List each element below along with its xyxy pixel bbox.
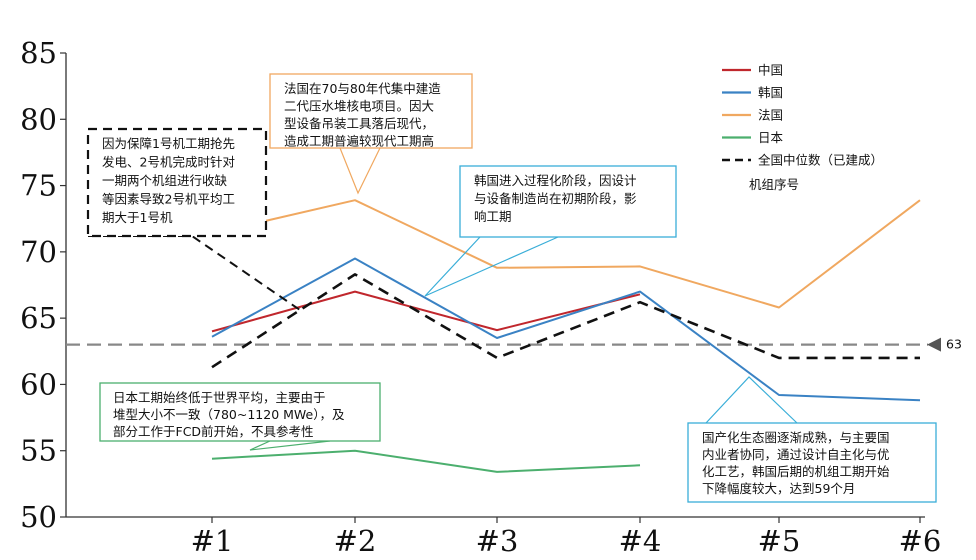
korea-note-2-line: 内业者协同，通过设计自主化与优 bbox=[702, 447, 890, 462]
series-line-2 bbox=[211, 199, 921, 309]
china-note: 因为保障1号机工期抢先发电、2号机完成时针对一期两个机组进行收缺等因素导致2号机… bbox=[86, 127, 301, 311]
china-note-line: 一期两个机组进行收缺 bbox=[102, 173, 228, 188]
korea-note-2-line: 化工艺，韩国后期的机组工期开始 bbox=[702, 464, 890, 479]
japan-note-line: 部分工作于FCD前开始，不具参考性 bbox=[113, 424, 314, 439]
reference-marker bbox=[927, 337, 941, 352]
korea-note-1-line: 韩国进入过程化阶段，因设计 bbox=[474, 173, 637, 188]
korea-note-1-box bbox=[459, 165, 677, 238]
y-tick-label: 75 bbox=[20, 169, 57, 203]
legend-label-3: 日本 bbox=[758, 130, 784, 145]
france-note-box bbox=[269, 73, 473, 149]
korea-note-2-box bbox=[687, 422, 937, 503]
x-tick-label: #2 bbox=[334, 524, 377, 558]
series-line-3 bbox=[211, 449, 641, 473]
legend-label-0: 中国 bbox=[758, 63, 783, 78]
korea-note-2-callout bbox=[705, 376, 798, 424]
legend-note: 机组序号 bbox=[749, 177, 799, 192]
china-note-line: 因为保障1号机工期抢先 bbox=[102, 136, 235, 151]
korea-note-2-line: 国产化生态圈逐渐成熟，与主要国 bbox=[702, 430, 890, 445]
x-tick-label: #5 bbox=[758, 524, 801, 558]
japan-note-box bbox=[99, 382, 381, 442]
france-note-line: 二代压水堆核电项目。因大 bbox=[284, 99, 434, 114]
reference-label: 63 bbox=[946, 337, 962, 352]
series-line-4 bbox=[211, 273, 920, 369]
china-note-line: 等因素导致2号机平均工 bbox=[102, 192, 235, 207]
france-note-line: 法国在70与80年代集中建造 bbox=[284, 81, 441, 96]
y-tick-label: 65 bbox=[20, 301, 57, 335]
x-tick-label: #6 bbox=[899, 524, 942, 558]
korea-note-2-line: 下降幅度较大，达到59个月 bbox=[702, 481, 855, 496]
france-note-callout bbox=[339, 147, 381, 195]
y-tick-label: 80 bbox=[20, 102, 57, 136]
y-tick-label: 70 bbox=[20, 235, 57, 269]
china-note-line: 期大于1号机 bbox=[102, 210, 173, 225]
x-tick-label: #3 bbox=[476, 524, 519, 558]
series-line-1 bbox=[211, 257, 921, 402]
china-note-callout bbox=[88, 235, 301, 311]
y-tick-label: 50 bbox=[20, 500, 57, 534]
korea-note-2: 国产化生态圈逐渐成熟，与主要国内业者协同，通过设计自主化与优化工艺，韩国后期的机… bbox=[687, 376, 937, 503]
japan-note-line: 堆型大小不一致（780~1120 MWe），及 bbox=[113, 407, 345, 422]
x-tick-label: #4 bbox=[619, 524, 662, 558]
france-note-line: 型设备吊装工具落后现代， bbox=[284, 116, 434, 131]
korea-note-1-line: 与设备制造尚在初期阶段，影 bbox=[474, 191, 637, 206]
legend-label-2: 法国 bbox=[758, 108, 783, 123]
y-tick-label: 55 bbox=[20, 434, 57, 468]
legend-label-4: 全国中位数（已建成） bbox=[758, 153, 883, 168]
korea-note-1-line: 响工期 bbox=[474, 209, 512, 224]
y-tick-label: 60 bbox=[20, 367, 57, 401]
japan-note-callout bbox=[249, 440, 331, 451]
x-tick-label: #1 bbox=[191, 524, 234, 558]
series-line-0 bbox=[211, 290, 641, 333]
france-note-line: 造成工期普遍较现代工期高 bbox=[284, 134, 434, 149]
japan-note-line: 日本工期始终低于世界平均，主要由于 bbox=[113, 390, 326, 405]
korea-note-1-callout bbox=[424, 236, 559, 297]
legend-label-1: 韩国 bbox=[758, 85, 783, 100]
china-note-line: 发电、2号机完成时针对 bbox=[102, 155, 235, 170]
china-note-box bbox=[86, 127, 268, 238]
y-tick-label: 85 bbox=[20, 36, 57, 70]
